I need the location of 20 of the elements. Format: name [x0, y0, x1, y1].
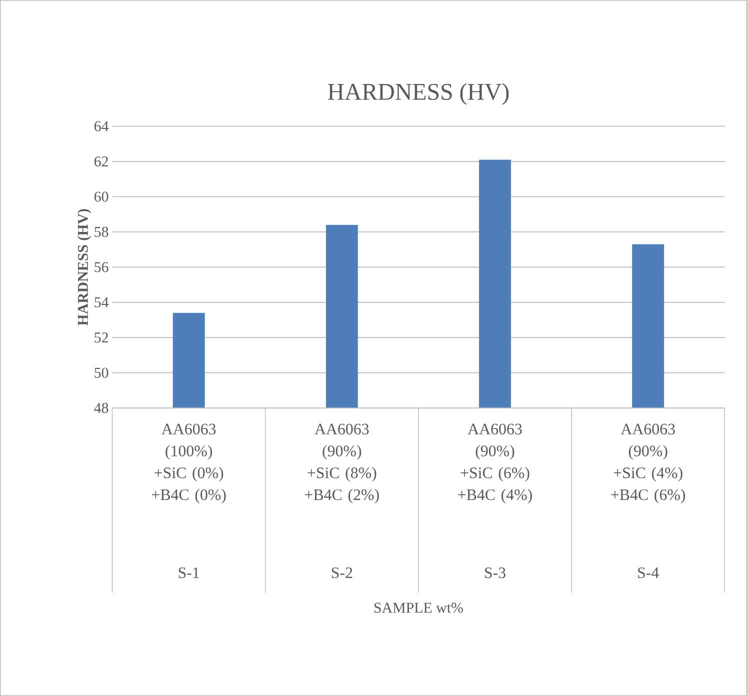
text: S-1: [178, 567, 199, 578]
y-tick-label: 62: [94, 156, 108, 166]
text: S-4: [638, 567, 659, 578]
y-tick-label: 56: [94, 262, 108, 272]
y-tick-label: 58: [94, 226, 108, 237]
text: SAMPLE wt%: [374, 602, 463, 613]
text: S-3: [484, 567, 506, 578]
y-tick-label: 52: [94, 332, 108, 343]
y-axis-title: HARDNESS (HV): [77, 209, 92, 326]
y-tick-label: 50: [94, 368, 108, 378]
y-tick-label: 48: [94, 402, 108, 413]
x-tick-label: AA6063 (100%) +SiC (0%) +B4C (0%): [152, 424, 226, 504]
y-tick-label: 60: [94, 192, 108, 202]
chart-title: HARDNESS (HV): [328, 83, 509, 105]
y-tick-label: 64: [94, 121, 109, 132]
text: S-2: [332, 567, 352, 578]
x-tick-label: AA6063 (90%) +SiC (6%) +B4C (4%): [458, 424, 532, 504]
x-tick-label: AA6063 (90%) +SiC (8%) +B4C (2%): [305, 424, 379, 504]
x-tick-label: AA6063 (90%) +SiC (4%) +B4C (6%): [611, 424, 686, 504]
y-tick-label: 54: [94, 297, 109, 308]
